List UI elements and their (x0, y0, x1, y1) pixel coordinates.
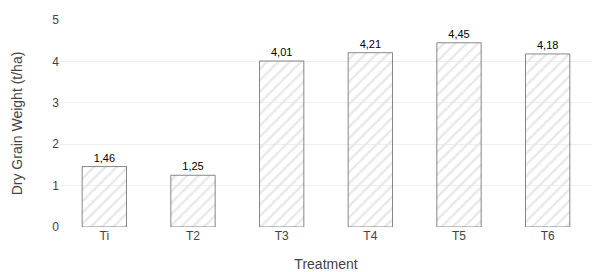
svg-text:T3: T3 (275, 229, 289, 243)
svg-text:4,18: 4,18 (537, 39, 558, 51)
svg-text:Dry Grain Weight (t/ha): Dry Grain Weight (t/ha) (9, 52, 25, 196)
svg-text:T2: T2 (186, 229, 200, 243)
svg-text:T6: T6 (541, 229, 555, 243)
svg-text:T4: T4 (363, 229, 377, 243)
svg-text:4: 4 (52, 55, 59, 69)
svg-text:5: 5 (52, 13, 59, 27)
svg-text:1: 1 (52, 179, 59, 193)
svg-text:1,46: 1,46 (94, 152, 115, 164)
svg-text:4,01: 4,01 (271, 46, 292, 58)
svg-text:1,25: 1,25 (182, 160, 203, 172)
svg-text:0: 0 (52, 220, 59, 234)
svg-text:T5: T5 (452, 229, 466, 243)
svg-text:Treatment: Treatment (294, 256, 357, 272)
svg-text:Ti: Ti (100, 229, 110, 243)
svg-text:4,21: 4,21 (360, 38, 381, 50)
svg-text:3: 3 (52, 96, 59, 110)
svg-text:2: 2 (52, 137, 59, 151)
svg-text:4,45: 4,45 (448, 28, 469, 40)
